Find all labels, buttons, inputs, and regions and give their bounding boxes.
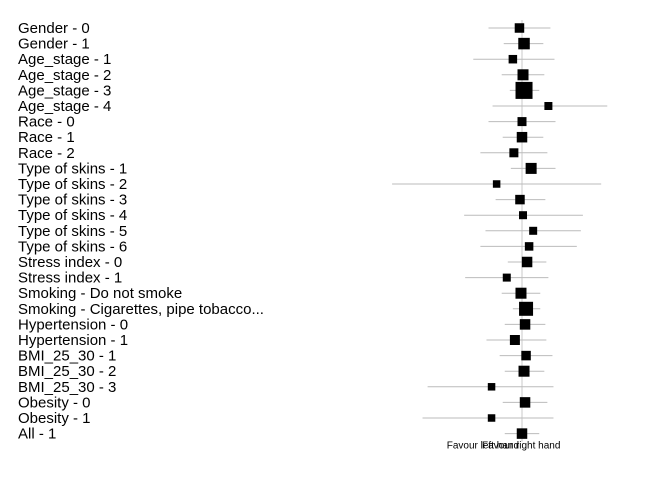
point-estimate xyxy=(515,81,533,99)
row-label: Stress index - 0 xyxy=(18,254,122,271)
point-estimate xyxy=(508,54,518,64)
point-estimate xyxy=(524,242,534,251)
row-label: Age_stage - 2 xyxy=(18,67,111,84)
row-label: Type of skins - 4 xyxy=(18,207,127,224)
row-label: Race - 1 xyxy=(18,129,75,146)
row-label: Gender - 0 xyxy=(18,20,90,37)
point-estimate xyxy=(509,335,520,345)
row-label: Race - 2 xyxy=(18,145,75,162)
row-label: Obesity - 0 xyxy=(18,394,91,411)
row-label: Stress index - 1 xyxy=(18,270,122,287)
point-estimate xyxy=(502,273,511,282)
point-estimate xyxy=(525,162,537,174)
row-label: BMI_25_30 - 1 xyxy=(18,348,116,365)
point-estimate xyxy=(514,23,525,33)
row-label: Age_stage - 3 xyxy=(18,82,111,99)
row-label: Age_stage - 1 xyxy=(18,51,111,68)
row-label: BMI_25_30 - 3 xyxy=(18,379,116,396)
point-estimate xyxy=(492,180,501,188)
point-estimate xyxy=(518,37,530,50)
point-estimate xyxy=(487,414,496,422)
point-estimate xyxy=(519,397,531,408)
footer-left-label: Favour left hand xyxy=(447,441,519,452)
row-label: Type of skins - 1 xyxy=(18,160,127,177)
row-label: Type of skins - 5 xyxy=(18,223,127,240)
row-label: Obesity - 1 xyxy=(18,410,91,427)
row-label: Type of skins - 6 xyxy=(18,238,127,255)
point-estimate xyxy=(516,131,528,143)
row-label: Age_stage - 4 xyxy=(18,98,111,115)
point-estimate xyxy=(516,428,528,439)
row-label: Race - 0 xyxy=(18,114,75,131)
row-label: BMI_25_30 - 2 xyxy=(18,363,116,380)
point-estimate xyxy=(519,301,534,316)
point-estimate xyxy=(521,350,531,361)
point-estimate xyxy=(544,102,553,110)
point-estimate xyxy=(515,194,525,205)
row-label: Hypertension - 0 xyxy=(18,316,128,333)
row-label: Type of skins - 2 xyxy=(18,176,127,193)
footer-right-label: Favour right hand xyxy=(482,441,560,452)
point-estimate xyxy=(517,69,529,81)
row-label: Hypertension - 1 xyxy=(18,332,128,349)
point-estimate xyxy=(519,211,528,220)
row-label: All - 1 xyxy=(18,426,56,443)
row-label: Gender - 1 xyxy=(18,36,90,53)
point-estimate xyxy=(521,256,533,268)
row-label: Smoking - Do not smoke xyxy=(18,285,182,302)
point-estimate xyxy=(487,383,496,391)
point-estimate xyxy=(519,319,531,330)
row-label: Type of skins - 3 xyxy=(18,192,127,209)
point-estimate xyxy=(515,287,527,299)
point-estimate xyxy=(529,226,538,235)
point-estimate xyxy=(518,365,530,377)
point-estimate xyxy=(517,117,527,127)
row-label: Smoking - Cigarettes, pipe tobacco... xyxy=(18,301,264,318)
point-estimate xyxy=(509,148,519,158)
